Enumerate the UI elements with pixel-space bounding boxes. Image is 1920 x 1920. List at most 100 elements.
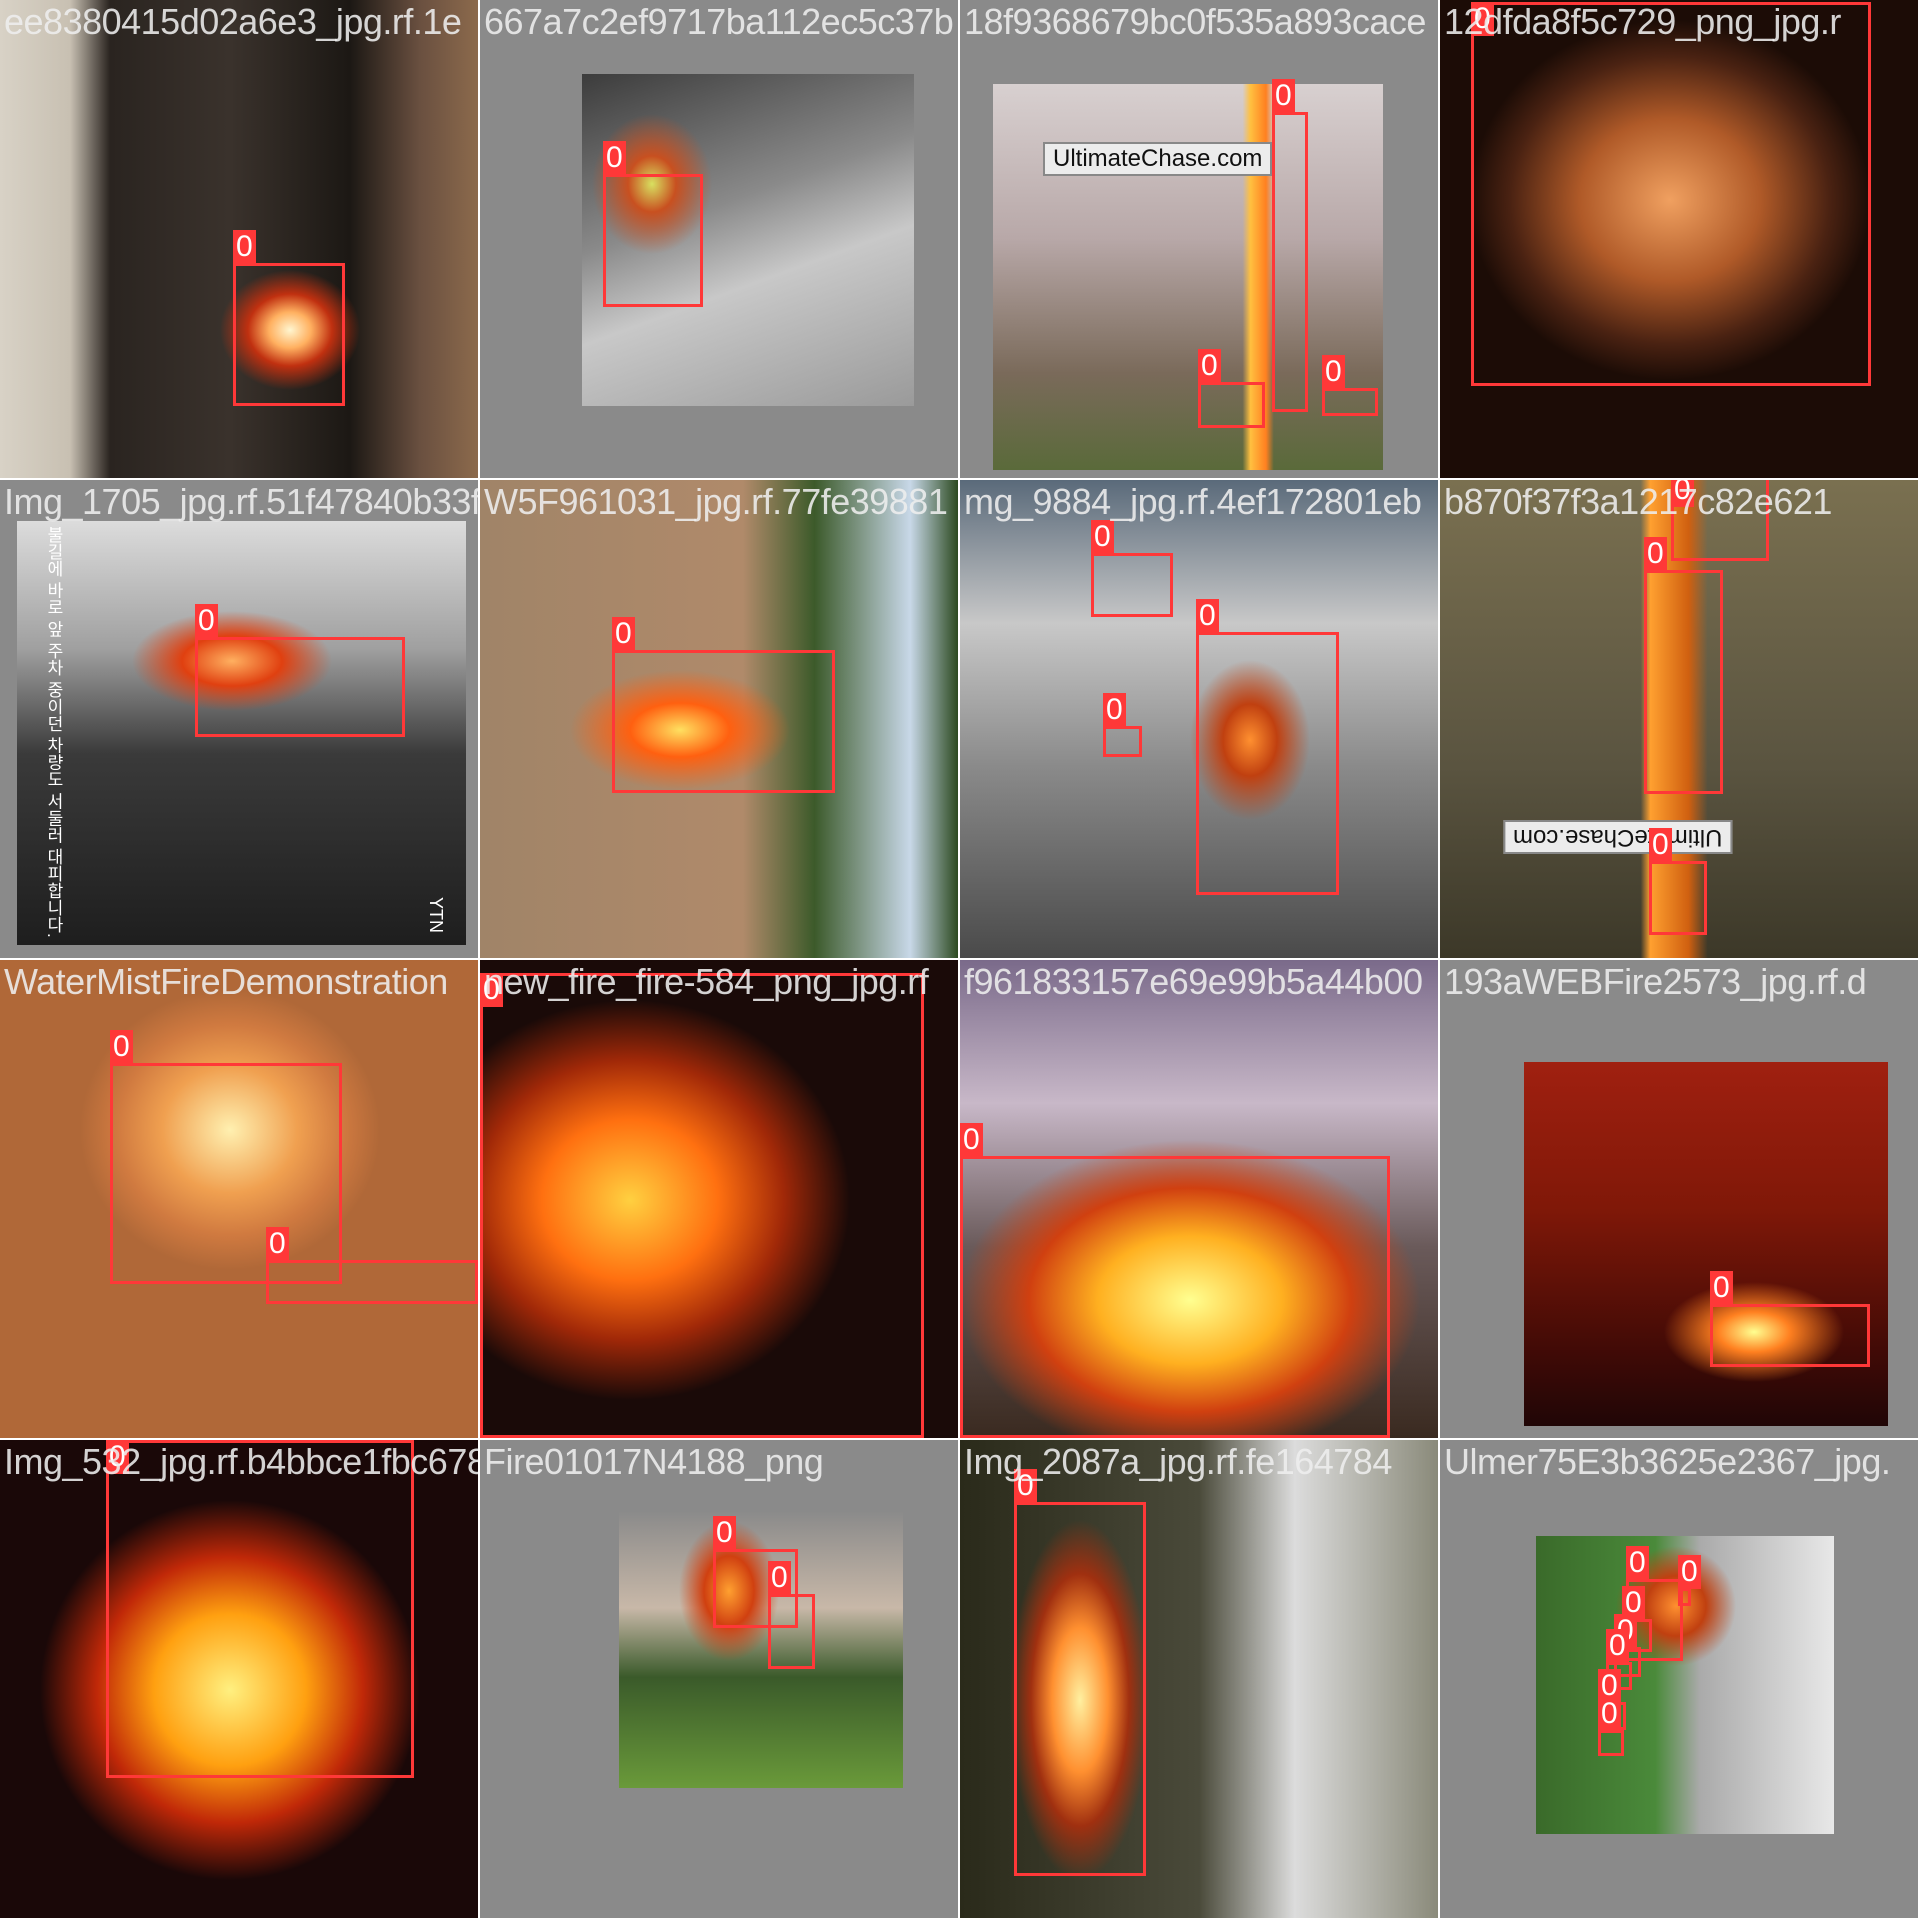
tile-caption: Img_2087a_jpg.rf.fe164784 (964, 1441, 1392, 1482)
watermark-text: UltimateChase.com (1503, 820, 1733, 854)
detection-box: 0 (1649, 828, 1707, 935)
tile-8: UltimateChase.com b870f37f3a1217c82e621 … (1440, 480, 1918, 958)
tile-caption: Img_1705_jpg.rf.51f47840b33fa28d (4, 481, 478, 522)
detection-label: 0 (612, 617, 635, 651)
tile-caption: 667a7c2ef9717ba112ec5c37b (484, 1, 954, 42)
tile-photo (480, 960, 958, 1438)
detection-box: 0 (1196, 599, 1339, 895)
detection-box: 0 (480, 973, 924, 1438)
detection-box: 0 (1678, 1555, 1701, 1606)
tile-photo (1524, 1062, 1888, 1426)
tile-10: new_fire_fire-584_png_jpg.rf 0 (480, 960, 958, 1438)
tile-15: Img_2087a_jpg.rf.fe164784 0 (960, 1440, 1438, 1918)
detection-label: 0 (1678, 1555, 1701, 1589)
tile-photo (1440, 0, 1918, 478)
detection-label: 0 (1198, 349, 1221, 383)
detection-box: 0 (195, 604, 405, 737)
detection-box: 0 (1671, 480, 1769, 561)
tile-caption: WaterMistFireDemonstration (4, 961, 448, 1002)
tile-caption: 193aWEBFire2573_jpg.rf.d (1444, 961, 1867, 1002)
detection-label: 0 (603, 141, 626, 175)
detection-box: 0 (1471, 2, 1871, 386)
tile-photo (17, 521, 466, 945)
detection-label: 0 (480, 973, 503, 1007)
detection-label: 0 (768, 1561, 791, 1595)
tile-photo (0, 1440, 478, 1918)
tile-13: Img_532_jpg.rf.b4bbce1fbc6788f5229 0 (0, 1440, 478, 1918)
detection-label: 0 (1091, 520, 1114, 554)
detection-box: 0 (1272, 79, 1308, 412)
detection-box: 0 (1710, 1271, 1870, 1367)
detection-box: 0 (1598, 1697, 1624, 1756)
tile-5: 불길에 바로 앞 주차 중이던 차량도 서둘러 대피합니다. YTN Img_1… (0, 480, 478, 958)
detection-box: 0 (106, 1440, 414, 1778)
tile-caption: mg_9884_jpg.rf.4ef172801eb (964, 481, 1422, 522)
detection-box: 0 (612, 617, 835, 793)
detection-box: 0 (768, 1561, 815, 1669)
detection-label: 0 (1598, 1669, 1621, 1703)
detection-label: 0 (1649, 828, 1672, 862)
detection-label: 0 (1606, 1629, 1629, 1663)
detection-label: 0 (713, 1516, 736, 1550)
tile-16: Ulmer75E3b3625e2367_jpg. 0 0 0 0 0 0 0 (1440, 1440, 1918, 1918)
detection-box: 0 (1198, 349, 1265, 428)
tile-11: f961833157e69e99b5a44b00 0 (960, 960, 1438, 1438)
detection-box: 0 (1644, 537, 1723, 794)
detection-box: 0 (603, 141, 703, 307)
tile-caption: W5F961031_jpg.rf.77fe39881 (484, 481, 948, 522)
detection-label: 0 (266, 1227, 289, 1261)
detection-label: 0 (1103, 693, 1126, 727)
tile-photo (0, 960, 478, 1438)
tile-caption: Img_532_jpg.rf.b4bbce1fbc6788f5229 (4, 1441, 478, 1482)
detection-label: 0 (1272, 79, 1295, 113)
tile-photo (960, 480, 1438, 958)
detection-box: 0 (110, 1030, 342, 1284)
detection-box: 0 (713, 1516, 798, 1628)
detection-label: 0 (1014, 1469, 1037, 1503)
tile-6: W5F961031_jpg.rf.77fe39881 0 (480, 480, 958, 958)
tile-photo (960, 1440, 1438, 1918)
detection-label: 0 (1671, 480, 1694, 507)
detection-label: 0 (106, 1440, 129, 1474)
detection-box: 0 (1014, 1469, 1146, 1876)
tile-2: 667a7c2ef9717ba112ec5c37b 0 (480, 0, 958, 478)
news-subtitle: 불길에 바로 앞 주차 중이던 차량도 서둘러 대피합니다. (44, 526, 63, 938)
detection-box: 0 (266, 1227, 478, 1304)
tile-1: ee8380415d02a6e3_jpg.rf.1e 0 (0, 0, 478, 478)
detection-label: 0 (960, 1123, 983, 1157)
tile-caption: f961833157e69e99b5a44b00 (964, 961, 1423, 1002)
detection-box: 0 (960, 1123, 1390, 1438)
tile-4: 12dfda8f5c729_png_jpg.r 0 (1440, 0, 1918, 478)
tile-photo (960, 960, 1438, 1438)
tile-7: mg_9884_jpg.rf.4ef172801eb 0 0 0 (960, 480, 1438, 958)
tile-caption: Fire01017N4188_png (484, 1441, 824, 1482)
tile-caption: ee8380415d02a6e3_jpg.rf.1e (4, 1, 462, 42)
detection-label: 0 (1322, 355, 1345, 389)
detection-label: 0 (1196, 599, 1219, 633)
detection-box: 0 (1103, 693, 1142, 757)
detection-box: 0 (1091, 520, 1173, 617)
tile-12: 193aWEBFire2573_jpg.rf.d 0 (1440, 960, 1918, 1438)
detection-label: 0 (1598, 1697, 1621, 1731)
detection-box: 0 (233, 230, 345, 406)
detection-box: 0 (1322, 355, 1378, 416)
tile-14: Fire01017N4188_png 0 0 (480, 1440, 958, 1918)
detection-label: 0 (1471, 2, 1494, 36)
detection-label: 0 (1626, 1546, 1649, 1580)
tile-9: WaterMistFireDemonstration 0 0 (0, 960, 478, 1438)
watermark-text: UltimateChase.com (1043, 142, 1273, 176)
tile-caption: Ulmer75E3b3625e2367_jpg. (1444, 1441, 1891, 1482)
tile-photo (480, 480, 958, 958)
detection-label: 0 (1644, 537, 1667, 571)
tile-caption: 12dfda8f5c729_png_jpg.r (1444, 1, 1841, 42)
detection-label: 0 (1710, 1271, 1733, 1305)
tile-3: UltimateChase.com 18f9368679bc0f535a893c… (960, 0, 1438, 478)
tile-caption: b870f37f3a1217c82e621 (1444, 481, 1832, 522)
tile-caption: 18f9368679bc0f535a893cace (964, 1, 1426, 42)
detection-label: 0 (110, 1030, 133, 1064)
tile-photo (582, 74, 914, 406)
detection-label: 0 (1622, 1586, 1645, 1620)
detection-label: 0 (195, 604, 218, 638)
tile-caption: new_fire_fire-584_png_jpg.rf (484, 961, 929, 1002)
